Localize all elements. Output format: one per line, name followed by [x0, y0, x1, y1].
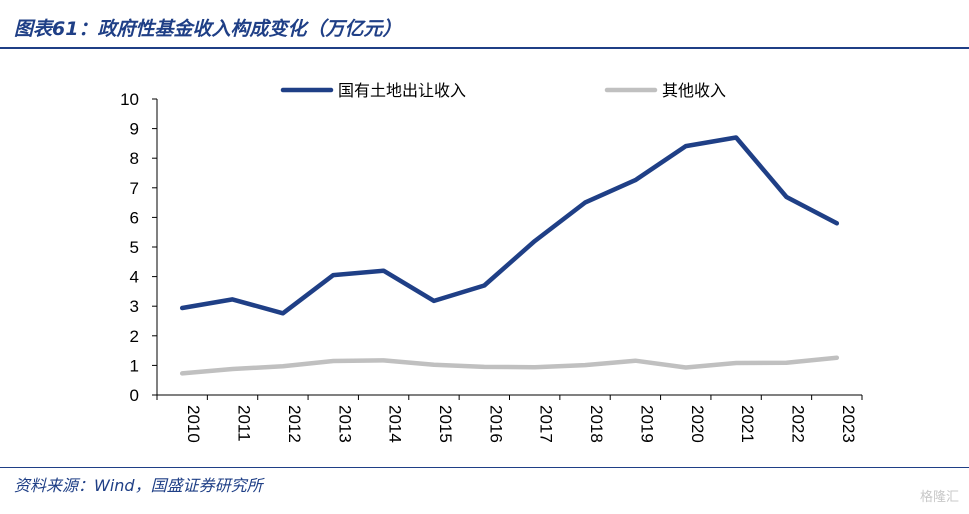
series-line-2 — [179, 355, 840, 376]
y-tick-label: 2 — [130, 327, 139, 346]
y-tick-label: 5 — [130, 238, 139, 257]
x-tick-label: 2015 — [436, 405, 455, 443]
y-tick-label: 8 — [130, 149, 139, 168]
footer-divider — [0, 467, 969, 468]
x-tick-label: 2021 — [738, 405, 757, 443]
series-line-1 — [179, 135, 840, 316]
chart-legend: 国有土地出让收入 其他收入 — [280, 81, 726, 100]
y-tick-label: 10 — [120, 90, 139, 109]
x-tick-label: 2011 — [235, 405, 254, 442]
y-tick-label: 3 — [130, 297, 139, 316]
chart-title: 图表61：政府性基金收入构成变化（万亿元） — [14, 18, 402, 40]
x-tick-label: 2018 — [587, 405, 606, 443]
source-note: 资料来源：Wind，国盛证券研究所 — [14, 476, 263, 495]
legend-label-1: 国有土地出让收入 — [338, 81, 466, 100]
y-tick-label: 0 — [130, 386, 139, 405]
series-lines — [179, 135, 840, 376]
x-tick-label: 2010 — [184, 405, 203, 443]
y-tick-labels: 0 1 2 3 4 5 6 7 8 9 10 — [120, 90, 139, 405]
x-tick-label: 2013 — [335, 405, 354, 443]
y-tick-label: 4 — [130, 268, 139, 287]
chart-axes — [152, 98, 863, 400]
y-tick-label: 9 — [130, 120, 139, 139]
y-tick-label: 6 — [130, 208, 139, 227]
title-divider — [0, 47, 969, 49]
y-tick-label: 1 — [130, 356, 139, 375]
x-tick-labels: 2010 2011 2012 2013 2014 2015 2016 2017 2018 2019… — [184, 405, 858, 443]
legend-label-2: 其他收入 — [662, 81, 726, 100]
x-tick-label: 2023 — [839, 405, 858, 443]
x-tick-label: 2012 — [285, 405, 304, 443]
x-tick-label: 2022 — [788, 405, 807, 443]
y-tick-label: 7 — [130, 179, 139, 198]
x-tick-label: 2019 — [637, 405, 656, 443]
x-tick-label: 2016 — [486, 405, 505, 443]
x-tick-label: 2020 — [688, 405, 707, 443]
x-tick-label: 2014 — [386, 405, 405, 443]
watermark-text: 格隆汇 — [919, 490, 959, 505]
x-tick-label: 2017 — [537, 405, 556, 443]
